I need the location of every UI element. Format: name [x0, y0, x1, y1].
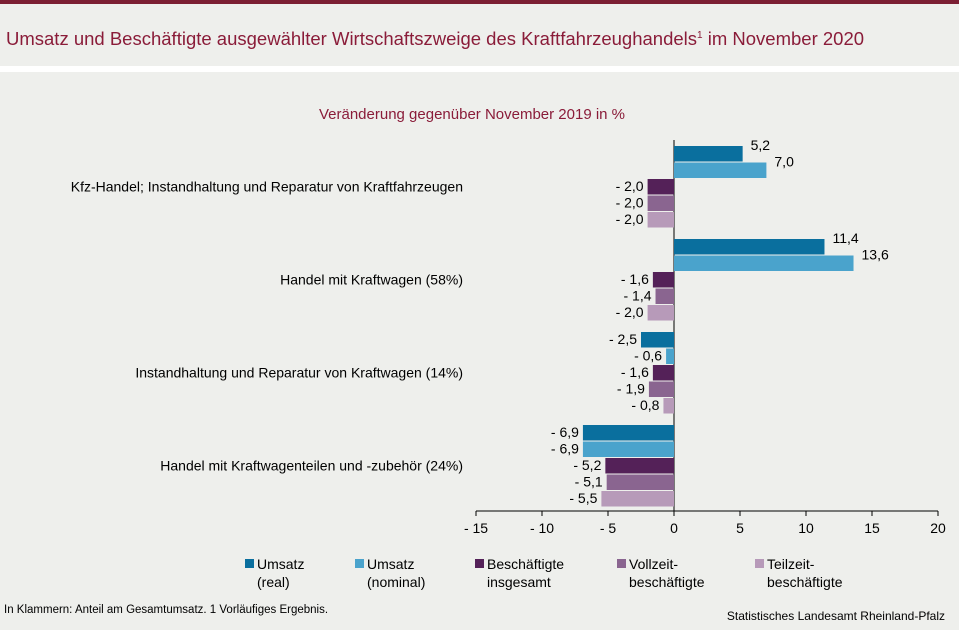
legend-label-line: Beschäftigte: [487, 556, 565, 572]
data-label: - 1,4: [624, 288, 652, 304]
data-label: 13,6: [862, 247, 889, 263]
category-label: Handel mit Kraftwagen (58%): [280, 271, 463, 287]
legend-swatch: [755, 559, 764, 568]
data-label: - 0,6: [634, 348, 662, 364]
legend-label: Umsatz (real): [257, 555, 304, 591]
bar: [647, 305, 674, 321]
data-label: - 2,0: [616, 178, 644, 194]
data-label: - 5,1: [575, 474, 603, 490]
chart-title: Umsatz und Beschäftigte ausgewählter Wir…: [6, 28, 864, 50]
top-accent-line: [0, 0, 959, 4]
data-label: - 6,9: [551, 424, 579, 440]
data-label: 5,2: [751, 137, 771, 153]
x-tick-label: - 10: [530, 520, 554, 536]
legend-label-line: (nominal): [367, 574, 426, 590]
x-tick-label: 15: [864, 520, 880, 536]
x-tick-label: - 5: [600, 520, 617, 536]
bar: [647, 179, 674, 195]
x-tick-label: 5: [736, 520, 744, 536]
legend-label-line: Umsatz: [367, 556, 415, 572]
bar: [655, 288, 674, 304]
legend-swatch: [475, 559, 484, 568]
data-label: - 1,6: [621, 364, 649, 380]
data-label: - 2,5: [609, 331, 637, 347]
bar: [666, 348, 674, 364]
data-label: - 2,0: [616, 304, 644, 320]
bar: [647, 212, 674, 228]
category-label: Instandhaltung und Reparatur von Kraftwa…: [135, 364, 463, 380]
data-label: - 2,0: [616, 195, 644, 211]
x-tick-label: 20: [930, 520, 946, 536]
bar: [663, 398, 674, 414]
data-label: 11,4: [832, 230, 858, 246]
chart-title-text: Umsatz und Beschäftigte ausgewählter Wir…: [6, 28, 698, 49]
legend-label-line: beschäftigte: [629, 574, 705, 590]
legend-label: Umsatz (nominal): [367, 555, 425, 591]
bar: [674, 239, 825, 255]
legend-label: Beschäftigte insgesamt: [487, 555, 564, 591]
bar: [606, 474, 674, 490]
bar: [674, 255, 854, 271]
legend-label: Vollzeit-beschäftigte: [629, 555, 705, 591]
bar: [647, 195, 674, 211]
bar: [605, 458, 674, 474]
chart-title-suffix: im November 2020: [702, 28, 865, 49]
footnote: In Klammern: Anteil am Gesamtumsatz. 1 V…: [4, 604, 329, 616]
data-label: - 6,9: [551, 441, 579, 457]
bar: [652, 272, 674, 288]
bar: [648, 381, 674, 397]
bar: [582, 425, 674, 441]
bar: [652, 365, 674, 381]
bar: [674, 162, 767, 178]
legend-swatch: [617, 559, 626, 568]
data-label: 7,0: [774, 154, 794, 170]
category-label: Handel mit Kraftwagenteilen und -zubehör…: [160, 457, 463, 473]
title-footnote-mark: 1: [697, 29, 703, 41]
bar: [582, 441, 674, 457]
data-label: - 2,0: [616, 211, 644, 227]
x-tick-label: 10: [798, 520, 814, 536]
data-label: - 5,5: [569, 490, 597, 506]
legend-swatch: [245, 559, 254, 568]
bar: [674, 146, 743, 162]
legend-label-line: Umsatz: [257, 556, 305, 572]
legend-label-line: (real): [257, 574, 290, 590]
bar: [601, 491, 674, 507]
chart-legend: Umsatz (real) Umsatz (nominal) Beschäftigte i…: [0, 555, 959, 595]
legend-label-line: insgesamt: [487, 574, 551, 590]
legend-label: Teilzeit-beschäftigte: [767, 555, 843, 591]
x-tick-label: 0: [670, 520, 678, 536]
legend-label-line: Teilzeit-: [767, 556, 815, 572]
category-label: Kfz-Handel; Instandhaltung und Reparatur…: [71, 178, 463, 194]
x-tick-label: - 15: [464, 520, 488, 536]
legend-swatch: [355, 559, 364, 568]
bar-chart: - 15 - 10 - 5 0 5 10 15 20 Kfz-Handel; Instandha…: [71, 137, 946, 536]
data-label: - 0,8: [631, 397, 659, 413]
data-label: - 5,2: [573, 457, 601, 473]
bar: [641, 332, 674, 348]
data-label: - 1,9: [617, 381, 645, 397]
title-bar: Umsatz und Beschäftigte ausgewählter Wir…: [0, 4, 959, 72]
legend-label-line: Vollzeit-: [629, 556, 679, 572]
legend-label-line: beschäftigte: [767, 574, 843, 590]
data-label: - 1,6: [621, 271, 649, 287]
source-credit: Statistisches Landesamt Rheinland-Pfalz: [726, 609, 945, 623]
chart-subtitle: Veränderung gegenüber November 2019 in %: [318, 106, 626, 123]
